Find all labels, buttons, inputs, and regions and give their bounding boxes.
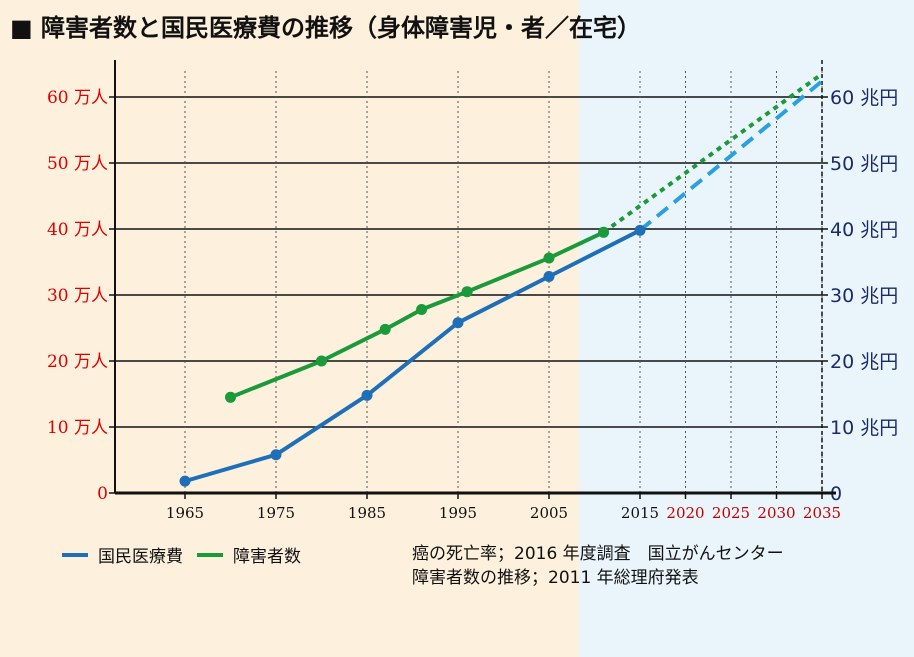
- source-note-1: 癌の死亡率；2016 年度調査 国立がんセンター: [412, 544, 784, 564]
- x-tick-label: 2015: [621, 504, 659, 522]
- y-left-tick-label: 50 万人: [47, 154, 108, 174]
- y-right-tick-label: 10 兆円: [830, 417, 898, 439]
- y-right-tick-label: 20 兆円: [830, 351, 898, 373]
- x-tick-label: 2030: [757, 504, 795, 522]
- legend: 国民医療費 障害者数: [62, 542, 315, 567]
- y-left-tick-label: 40 万人: [47, 220, 108, 240]
- data-point-medical-cost: [270, 449, 282, 461]
- x-tick-label: 2020: [666, 504, 704, 522]
- y-left-tick-label: 10 万人: [47, 418, 108, 438]
- legend-label-disabled-count: 障害者数: [233, 547, 301, 567]
- y-right-tick-label: 50 兆円: [830, 153, 898, 175]
- data-point-disabled-count: [598, 226, 610, 238]
- y-left-tick-label: 60 万人: [47, 88, 108, 108]
- legend-swatch-disabled-count: [197, 552, 223, 557]
- data-point-disabled-count: [379, 323, 391, 335]
- data-point-disabled-count: [461, 286, 473, 298]
- legend-label-medical-cost: 国民医療費: [98, 547, 183, 567]
- x-tick-label: 1965: [166, 504, 204, 522]
- chart-title: ■ 障害者数と国民医療費の推移（身体障害児・者／在宅）: [10, 14, 642, 42]
- x-tick-label: 1995: [439, 504, 477, 522]
- y-right-tick-label: 30 兆円: [830, 285, 898, 307]
- y-left-tick-label: 0: [97, 484, 108, 504]
- y-right-tick-label: 60 兆円: [830, 87, 898, 109]
- data-point-medical-cost: [361, 389, 373, 401]
- source-note-2: 障害者数の推移；2011 年総理府発表: [412, 568, 699, 588]
- chart-background-right: [579, 0, 914, 657]
- x-tick-label: 2005: [530, 504, 568, 522]
- x-tick-label: 2025: [712, 504, 750, 522]
- data-point-medical-cost: [634, 224, 646, 236]
- data-point-medical-cost: [179, 475, 191, 487]
- legend-item-medical-cost: 国民医療費: [62, 542, 183, 567]
- series-projection-medical-cost: [638, 79, 824, 232]
- y-right-tick-label: 0: [830, 483, 842, 505]
- source-notes: 癌の死亡率；2016 年度調査 国立がんセンター 障害者数の推移；2011 年総…: [412, 542, 784, 590]
- chart-background-left: [0, 0, 579, 657]
- x-tick-label: 1975: [257, 504, 295, 522]
- x-tick-label: 1985: [348, 504, 386, 522]
- x-tick-label: 2035: [803, 504, 841, 522]
- data-point-disabled-count: [316, 355, 327, 367]
- legend-item-disabled-count: 障害者数: [197, 542, 301, 567]
- data-point-medical-cost: [543, 271, 555, 283]
- data-point-disabled-count: [225, 391, 236, 403]
- series-line-medical-cost: [184, 228, 641, 484]
- y-left-tick-label: 20 万人: [47, 352, 108, 372]
- data-point-disabled-count: [543, 252, 555, 264]
- data-point-medical-cost: [452, 317, 464, 329]
- y-right-tick-label: 40 兆円: [830, 219, 898, 241]
- data-point-disabled-count: [416, 304, 428, 316]
- y-left-tick-label: 30 万人: [47, 286, 108, 306]
- series-projection-disabled-count: [602, 72, 824, 234]
- legend-swatch-medical-cost: [62, 552, 88, 557]
